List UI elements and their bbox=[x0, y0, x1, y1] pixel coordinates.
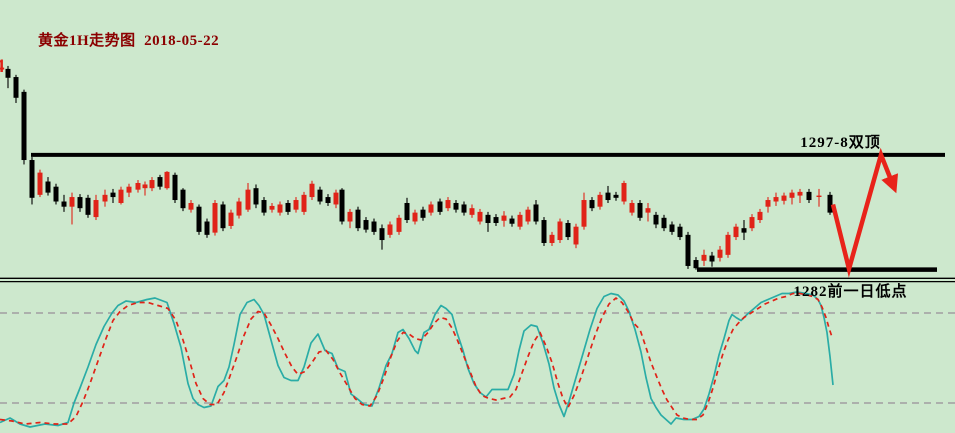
resistance-annotation: 1297-8双顶 bbox=[800, 135, 881, 151]
left-edge-price-digit: 4 bbox=[0, 56, 5, 78]
panel-separator bbox=[0, 277, 955, 283]
stochastic-k-line bbox=[0, 291, 834, 428]
candlestick-series bbox=[5, 65, 833, 270]
chart-title: 黄金1H走势图 2018-05-22 bbox=[38, 33, 220, 49]
oscillator-series bbox=[0, 291, 834, 428]
oscillator-level-lines bbox=[0, 312, 955, 404]
support-annotation: 1282前一日低点 bbox=[793, 284, 908, 300]
forecast-arrow bbox=[830, 147, 899, 278]
